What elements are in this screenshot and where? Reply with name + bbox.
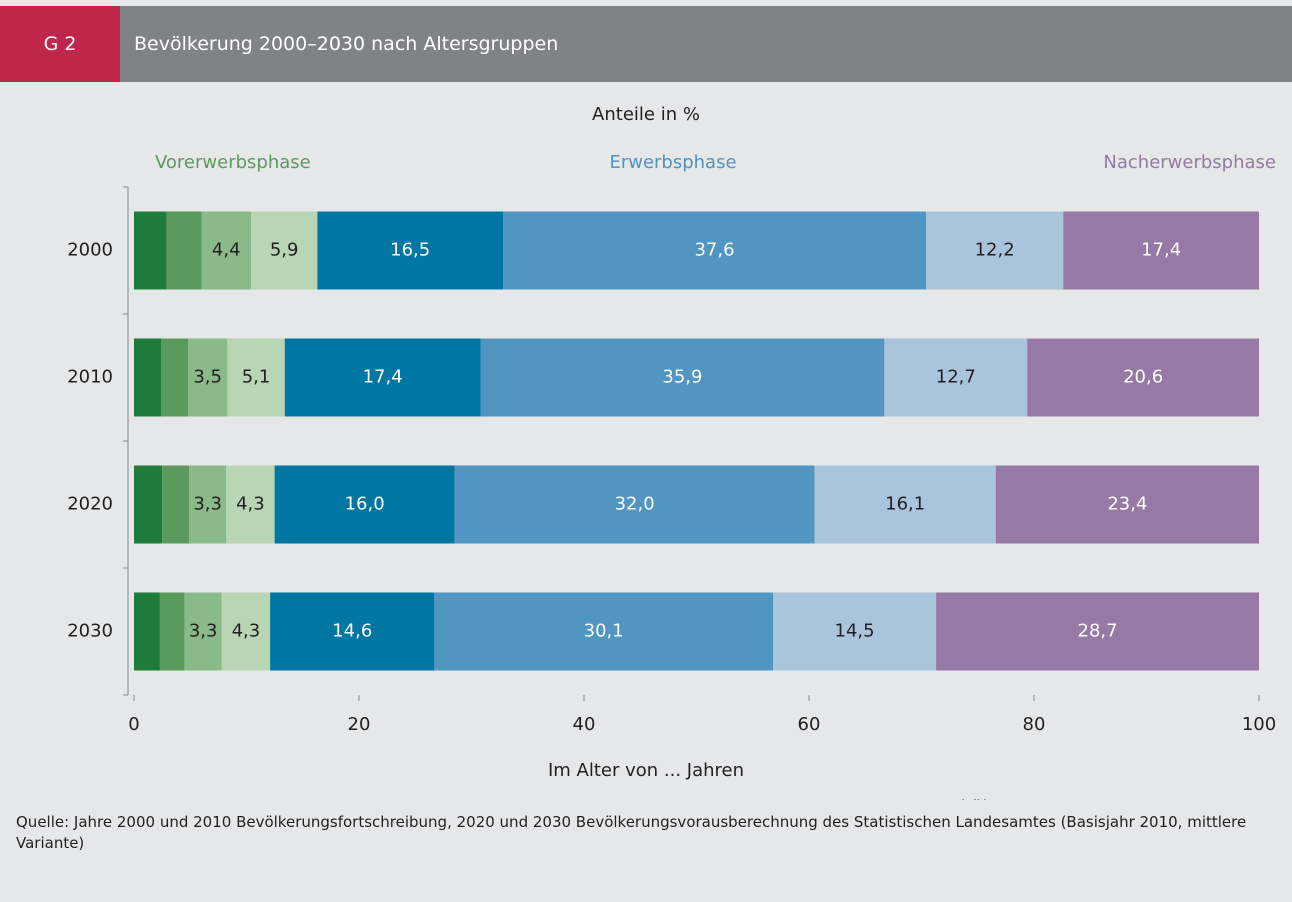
bar-segment (134, 338, 161, 417)
data-label: 4,3 (236, 494, 265, 515)
y-tick-label: 2030 (67, 621, 113, 642)
bar-segment (134, 592, 160, 671)
x-tick-label: 40 (573, 714, 596, 735)
bar-segment (134, 465, 163, 544)
x-tick-label: 20 (348, 714, 371, 735)
x-tick-label: 80 (1023, 714, 1046, 735)
bar-segment (134, 211, 167, 290)
bar-segment (1063, 211, 1259, 290)
data-label: 4,4 (212, 240, 241, 261)
bar-segment (161, 338, 188, 417)
bar-segment (503, 211, 926, 290)
bar-segment (251, 211, 318, 290)
bar-segment (926, 211, 1064, 290)
bar-segment (184, 592, 222, 671)
data-label: 16,1 (885, 494, 925, 515)
legend-label: 6–10 (440, 797, 483, 800)
bar-segment (166, 211, 202, 290)
phase-label: Vorerwerbsphase (155, 152, 311, 173)
data-label: 16,0 (345, 494, 385, 515)
data-label: 14,5 (835, 621, 875, 642)
y-tick-label: 2010 (67, 367, 113, 388)
data-label: 30,1 (584, 621, 624, 642)
bar-segment (317, 211, 503, 290)
legend-label: 3–6 (368, 797, 400, 800)
chart: Anteile in % Im Alter von ... Jahren Vor… (67, 104, 1276, 800)
data-label: 3,3 (193, 494, 222, 515)
bar-segment (884, 338, 1028, 417)
x-tick-label: 100 (1242, 714, 1276, 735)
bar-segment (221, 592, 271, 671)
bar-segment (454, 465, 815, 544)
data-label: 3,5 (193, 367, 222, 388)
data-label: 37,6 (694, 240, 734, 261)
legend-label: 15–30 (618, 797, 673, 800)
data-label: 14,6 (332, 621, 372, 642)
subtitle: Anteile in % (592, 104, 700, 125)
data-label: 35,9 (662, 367, 702, 388)
bar-segment (434, 592, 773, 671)
x-tick-label: 0 (128, 714, 139, 735)
data-label: 20,6 (1123, 367, 1163, 388)
bar-segment (188, 338, 228, 417)
header-label: G 2 (0, 6, 120, 82)
x-axis-label: Im Alter von ... Jahren (548, 760, 744, 781)
bar-segment (936, 592, 1259, 671)
bar-segment (274, 465, 455, 544)
x-tick-label: 60 (798, 714, 821, 735)
phase-label: Erwerbsphase (609, 152, 736, 173)
legend-label: 10–15 (524, 797, 579, 800)
data-label: 17,4 (1141, 240, 1181, 261)
bar-segment (995, 465, 1259, 544)
data-label: 12,7 (936, 367, 976, 388)
bar-segment (189, 465, 227, 544)
data-label: 32,0 (615, 494, 655, 515)
bar-segment (284, 338, 481, 417)
y-tick-label: 2000 (67, 240, 113, 261)
legend-label: Unter 3 (261, 797, 328, 800)
legend-label: 30–55 (713, 797, 768, 800)
bar-segment (162, 465, 190, 544)
data-label: 3,3 (189, 621, 218, 642)
bar-segment (159, 592, 185, 671)
y-tick-label: 2020 (67, 494, 113, 515)
data-label: 12,2 (975, 240, 1015, 261)
data-label: 23,4 (1107, 494, 1147, 515)
bar-segment (814, 465, 996, 544)
bar-segment (773, 592, 937, 671)
header: G 2 Bevölkerung 2000–2030 nach Altersgru… (0, 6, 1292, 82)
legend-label: 65 und älter (903, 797, 1014, 800)
data-label: 16,5 (390, 240, 430, 261)
data-label: 17,4 (363, 367, 403, 388)
data-label: 4,3 (232, 621, 261, 642)
data-label: 28,7 (1078, 621, 1118, 642)
data-label: 5,9 (270, 240, 299, 261)
data-label: 5,1 (242, 367, 271, 388)
legend-label: 55–65 (808, 797, 863, 800)
bar-segment (1027, 338, 1259, 417)
bar-segment (480, 338, 885, 417)
chart-title: Bevölkerung 2000–2030 nach Altersgruppen (134, 33, 559, 55)
bar-segment (227, 338, 285, 417)
bar-segment (226, 465, 275, 544)
phase-label: Nacherwerbsphase (1103, 152, 1276, 173)
source-note: Quelle: Jahre 2000 und 2010 Bevölkerungs… (16, 813, 1247, 852)
bar-segment (201, 211, 251, 290)
bar-segment (270, 592, 435, 671)
